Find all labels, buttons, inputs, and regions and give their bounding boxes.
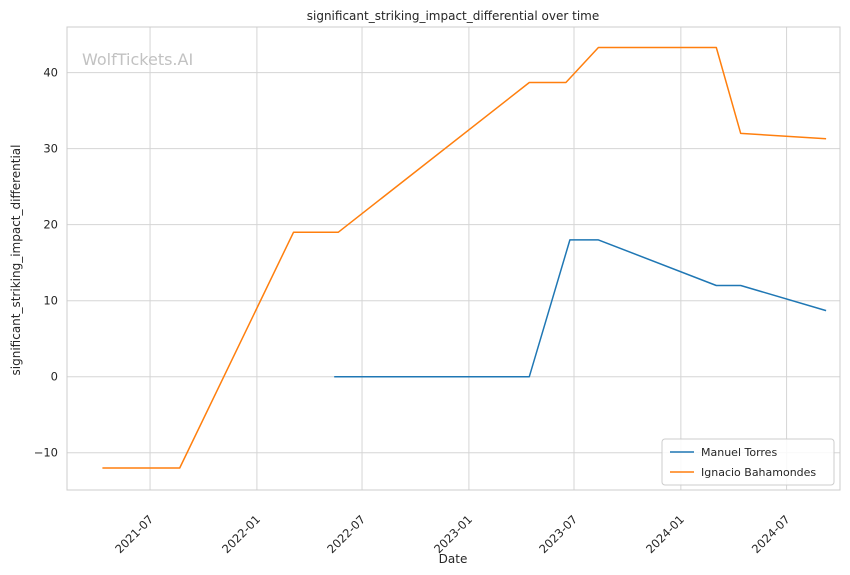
y-tick-labels: −10 0 10 20 30 40: [34, 66, 58, 460]
series-line-ignacio-bahamondes: [102, 46, 827, 469]
legend: Manuel Torres Ignacio Bahamondes: [661, 438, 835, 486]
grid: [67, 27, 840, 490]
x-axis-label: Date: [439, 552, 468, 566]
y-tick-label: 30: [43, 142, 58, 156]
chart-title: significant_striking_impact_differential…: [307, 9, 599, 23]
y-tick-label: 0: [51, 370, 58, 384]
watermark: WolfTickets.AI: [82, 50, 193, 69]
series-layer: [102, 46, 827, 469]
y-tick-label: −10: [34, 446, 58, 460]
y-tick-label: 20: [43, 218, 58, 232]
legend-label-ignacio-bahamondes: Ignacio Bahamondes: [701, 466, 816, 479]
series-line-manuel-torres: [334, 239, 827, 378]
y-tick-label: 40: [43, 66, 58, 80]
y-tick-label: 10: [43, 294, 58, 308]
y-axis-label: significant_striking_impact_differential: [9, 145, 23, 376]
plot-frame: [66, 26, 841, 491]
legend-label-manuel-torres: Manuel Torres: [701, 446, 777, 459]
legend-box: [661, 438, 835, 486]
